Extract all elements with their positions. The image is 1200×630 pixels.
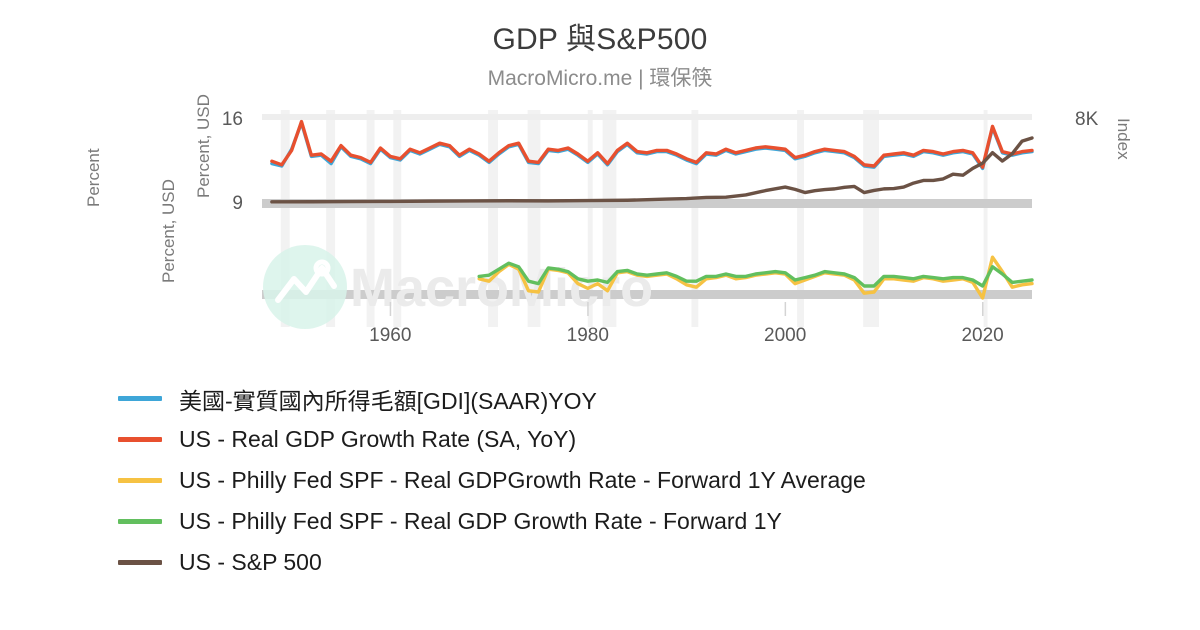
y-axis-tick-left: 16 bbox=[222, 109, 243, 130]
plot-area: MacroMicro 16 9 8K 1960 1980 2000 2020 bbox=[222, 109, 1099, 346]
recession-band bbox=[797, 110, 804, 327]
x-axis-tick-label: 2020 bbox=[961, 325, 1003, 346]
legend-color-swatch bbox=[118, 437, 162, 442]
watermark: MacroMicro bbox=[263, 245, 653, 329]
x-axis-tick-label: 1960 bbox=[369, 325, 411, 346]
chart-legend: 美國-實質國內所得毛額[GDI](SAAR)YOY US - Real GDP G… bbox=[118, 378, 1188, 583]
x-axis-tick-mark bbox=[389, 302, 392, 316]
y-axis-label-percent-usd-a: Percent, USD bbox=[159, 179, 178, 283]
recession-band bbox=[280, 110, 290, 327]
recession-band bbox=[366, 110, 375, 327]
x-axis-tick-mark bbox=[982, 302, 984, 316]
gridline-mid bbox=[262, 199, 1032, 208]
recession-band bbox=[691, 110, 699, 327]
gridline-top bbox=[262, 114, 1032, 120]
legend-item[interactable]: US - Philly Fed SPF - Real GDPGrowth Rat… bbox=[118, 460, 1188, 501]
legend-color-swatch bbox=[118, 478, 162, 483]
recession-band bbox=[326, 110, 336, 327]
legend-item[interactable]: US - Real GDP Growth Rate (SA, YoY) bbox=[118, 419, 1188, 460]
legend-item[interactable]: US - S&P 500 bbox=[118, 542, 1188, 583]
recession-band bbox=[488, 110, 498, 327]
series-line bbox=[477, 261, 1034, 288]
y-axis-tick-right: 8K bbox=[1075, 109, 1099, 130]
gridlines bbox=[262, 114, 1032, 299]
data-series bbox=[270, 119, 1034, 300]
legend-color-swatch bbox=[118, 396, 162, 401]
y-axis-tick-left: 9 bbox=[232, 193, 243, 214]
y-axis-label-percent-usd-b: Percent, USD bbox=[194, 94, 213, 198]
x-axis-tick-mark bbox=[587, 302, 589, 316]
legend-item[interactable]: 美國-實質國內所得毛額[GDI](SAAR)YOY bbox=[118, 378, 1188, 419]
legend-item-label: 美國-實質國內所得毛額[GDI](SAAR)YOY bbox=[179, 387, 597, 414]
x-axis-tick-label: 2000 bbox=[764, 325, 806, 346]
series-line bbox=[270, 136, 1034, 204]
y-axis-label-index: Index bbox=[1114, 118, 1133, 160]
legend-color-swatch bbox=[118, 519, 162, 524]
legend-item-label: US - Real GDP Growth Rate (SA, YoY) bbox=[179, 426, 577, 452]
recession-band bbox=[587, 110, 593, 327]
legend-color-swatch bbox=[118, 560, 162, 565]
recession-band bbox=[393, 110, 402, 327]
legend-item-label: US - Philly Fed SPF - Real GDPGrowth Rat… bbox=[179, 467, 866, 493]
recession-band bbox=[983, 110, 988, 327]
series-line bbox=[270, 119, 1034, 169]
series-line bbox=[270, 121, 1034, 171]
x-axis-tick-mark bbox=[784, 302, 787, 316]
macromicro-logo-icon bbox=[263, 245, 347, 329]
legend-item-label: US - S&P 500 bbox=[179, 549, 322, 575]
legend-item[interactable]: US - Philly Fed SPF - Real GDP Growth Ra… bbox=[118, 501, 1188, 542]
x-axis-tick-label: 1980 bbox=[567, 325, 609, 346]
chart-subtitle: MacroMicro.me | 環保筷 bbox=[487, 67, 713, 90]
page-title: GDP 與S&P500 bbox=[492, 23, 708, 56]
gridline-bottom bbox=[262, 290, 1032, 299]
legend-item-label: US - Philly Fed SPF - Real GDP Growth Ra… bbox=[179, 508, 782, 534]
chart-svg: MacroMicro 16 9 8K 1960 1980 2000 2020 bbox=[222, 109, 1099, 346]
y-axis-label-percent: Percent bbox=[84, 148, 103, 207]
axis-labels: 16 9 8K 1960 1980 2000 2020 bbox=[222, 109, 1099, 346]
